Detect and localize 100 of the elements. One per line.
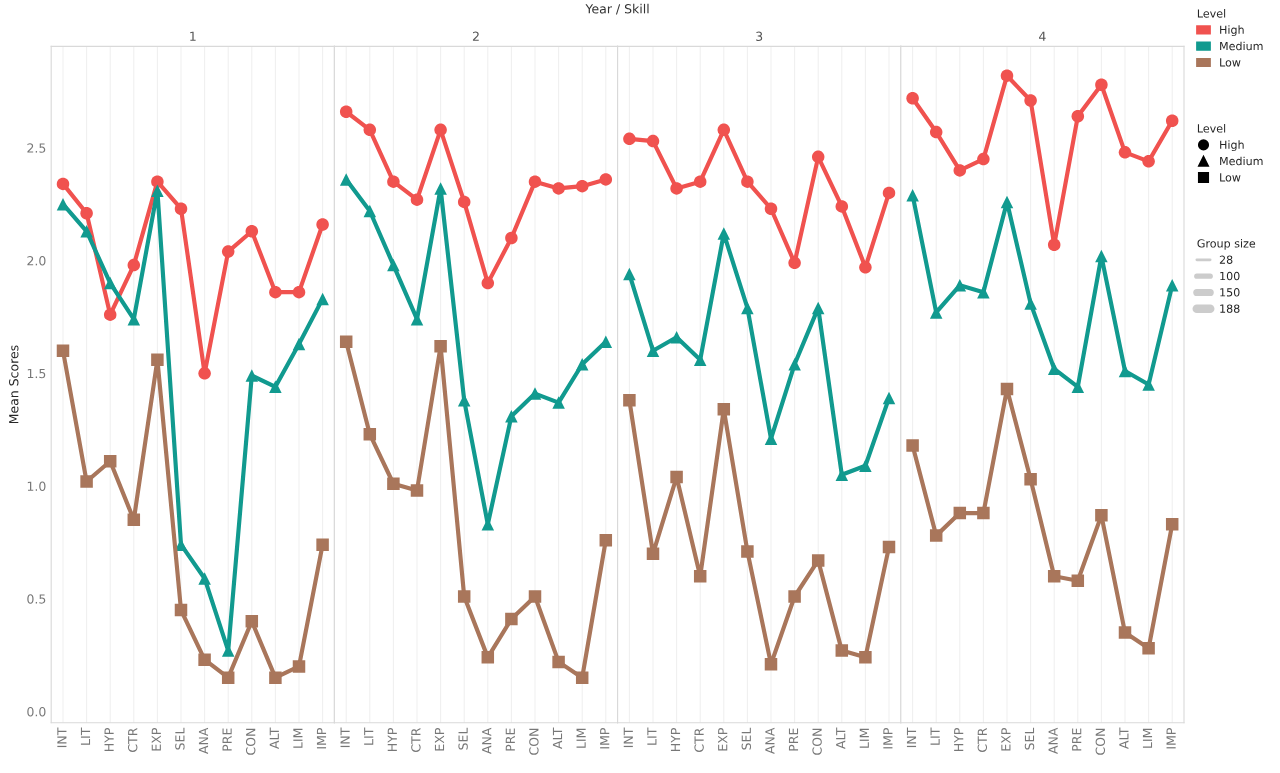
point	[859, 651, 872, 664]
point	[103, 308, 117, 321]
point	[882, 391, 896, 405]
point	[906, 188, 919, 202]
point	[198, 653, 211, 666]
point	[1000, 69, 1014, 82]
x-tick-label: SEL	[458, 727, 468, 750]
x-tick-label: EXP	[434, 728, 445, 751]
point	[56, 344, 70, 357]
point	[882, 540, 896, 554]
point	[670, 330, 683, 344]
point	[269, 380, 282, 394]
point	[221, 245, 235, 258]
point	[882, 186, 896, 200]
point	[1071, 574, 1085, 587]
point	[1165, 279, 1179, 292]
legend-title: Level	[1197, 124, 1226, 133]
x-tick-label: ANA	[198, 727, 209, 754]
x-tick-label: CTR	[977, 727, 988, 752]
x-tick-label: INT	[57, 727, 67, 748]
point	[1142, 642, 1155, 655]
point	[528, 175, 542, 188]
point	[1000, 195, 1014, 209]
x-tick-label: PRE	[1072, 728, 1082, 751]
y-axis-title: Mean Scores	[9, 345, 19, 424]
point	[835, 200, 849, 213]
point	[457, 195, 471, 209]
point	[198, 572, 211, 585]
x-tick-label: LIT	[647, 727, 657, 745]
x-tick-label: CON	[245, 728, 256, 755]
x-tick-label: PRE	[505, 728, 515, 751]
point	[151, 184, 164, 197]
point	[198, 367, 211, 380]
point	[80, 475, 93, 488]
legend-label: High	[1220, 25, 1244, 37]
point	[174, 603, 188, 617]
point	[623, 132, 636, 146]
point	[80, 206, 93, 220]
point	[1095, 509, 1108, 522]
point	[174, 202, 188, 215]
point	[552, 182, 565, 195]
point	[599, 173, 613, 186]
point	[811, 150, 825, 164]
x-tick-label: HYP	[104, 728, 114, 751]
x-tick-label: CON	[529, 728, 539, 755]
point	[859, 261, 872, 274]
point	[1095, 249, 1108, 263]
point	[292, 285, 306, 299]
text: Year / Skill	[585, 3, 649, 15]
point	[670, 470, 683, 484]
point	[788, 358, 801, 371]
x-tick-label: CTR	[694, 727, 704, 752]
point	[1000, 382, 1014, 396]
point	[953, 506, 967, 520]
legend-label: Medium	[1220, 41, 1263, 51]
point	[1118, 626, 1132, 639]
point	[387, 477, 400, 491]
point	[221, 671, 235, 684]
x-tick-label: HYP	[670, 728, 681, 751]
point	[811, 554, 825, 567]
x-tick-label: LIM	[293, 728, 303, 748]
point	[56, 177, 70, 191]
point	[552, 396, 565, 409]
point	[1142, 155, 1155, 168]
point	[505, 231, 518, 245]
point	[292, 660, 306, 673]
point	[1047, 569, 1061, 583]
x-tick-label: IMP	[600, 728, 610, 749]
point	[434, 339, 447, 353]
x-tick-label: ALT	[269, 727, 279, 749]
point	[788, 590, 801, 603]
point	[103, 276, 117, 290]
point	[56, 197, 70, 211]
point	[693, 569, 707, 583]
point	[269, 285, 282, 299]
point	[245, 369, 259, 382]
point	[363, 123, 377, 137]
point	[127, 513, 141, 527]
x-tick-label: ALT	[836, 727, 846, 749]
point	[80, 225, 93, 238]
text: 150	[1220, 288, 1240, 297]
point	[339, 105, 353, 119]
point	[1024, 94, 1037, 107]
point	[481, 651, 495, 664]
x-tick-label: ANA	[482, 727, 492, 754]
x-tick-label: IMP	[1166, 728, 1176, 749]
point	[505, 612, 518, 626]
x-tick-label: PRE	[788, 728, 799, 751]
point	[1047, 238, 1061, 252]
point	[1142, 378, 1155, 391]
point	[741, 175, 754, 188]
x-tick-label: PRE	[222, 728, 232, 751]
x-tick-label: SEL	[175, 727, 185, 750]
point	[906, 91, 919, 105]
text: Level	[1197, 9, 1226, 18]
x-tick-label: LIT	[364, 727, 374, 745]
x-tick-label: INT	[340, 727, 350, 748]
chart-title: 2	[472, 31, 479, 41]
x-tick-label: LIT	[930, 727, 940, 745]
x-tick-label: LIT	[80, 727, 91, 745]
